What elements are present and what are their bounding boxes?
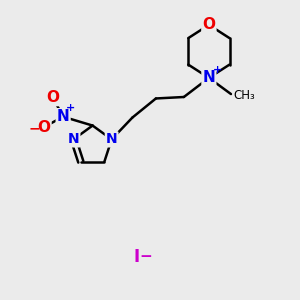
Text: N: N xyxy=(202,70,215,86)
Text: I: I xyxy=(134,248,140,266)
Text: O: O xyxy=(46,90,59,105)
Text: −: − xyxy=(29,122,40,136)
Text: O: O xyxy=(202,17,215,32)
Text: −: − xyxy=(139,249,152,264)
Text: N: N xyxy=(68,132,80,146)
Text: N: N xyxy=(57,109,70,124)
Text: +: + xyxy=(66,103,75,113)
Text: +: + xyxy=(212,65,222,76)
Text: O: O xyxy=(38,119,50,134)
Text: N: N xyxy=(106,132,117,146)
Text: CH₃: CH₃ xyxy=(233,89,255,102)
